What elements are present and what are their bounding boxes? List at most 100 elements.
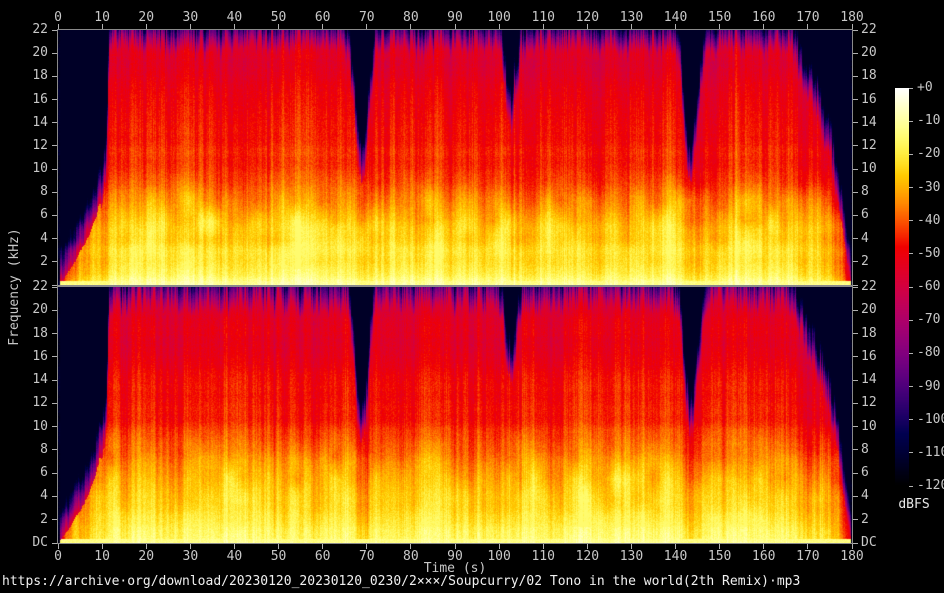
time-tick (542, 24, 544, 29)
time-tick-label: 80 (403, 549, 419, 564)
time-tick-label: 110 (531, 10, 555, 25)
freq-tick-label: 8 (861, 184, 869, 200)
freq-tick-label: 22 (32, 22, 48, 37)
time-tick (410, 24, 412, 29)
time-tick-label: 120 (575, 549, 600, 564)
colorbar-tick (909, 386, 913, 387)
time-tick (851, 544, 853, 549)
time-tick (498, 544, 500, 549)
freq-tick (52, 472, 57, 474)
time-tick-label: 30 (182, 10, 199, 25)
time-tick-label: 90 (447, 549, 463, 564)
freq-tick (52, 145, 57, 147)
freq-tick-label: 2 (861, 511, 869, 527)
freq-tick-label: 8 (40, 184, 48, 200)
colorbar-tick-label: -30 (917, 179, 941, 195)
freq-tick-label: 8 (861, 441, 869, 457)
freq-tick-label: 12 (32, 395, 48, 411)
freq-tick-label: 18 (861, 68, 877, 84)
freq-tick-label: 4 (40, 488, 48, 504)
colorbar-tick-label: -60 (917, 279, 941, 294)
freq-tick-label: 20 (861, 302, 877, 318)
freq-tick-label: 10 (861, 418, 877, 434)
freq-tick-label: 20 (32, 302, 48, 318)
time-tick (763, 24, 765, 29)
time-tick-label: 160 (752, 10, 776, 25)
freq-tick-label: 16 (32, 348, 48, 364)
freq-tick (853, 379, 858, 381)
freq-tick-label: 22 (32, 279, 48, 294)
freq-tick (52, 379, 57, 381)
freq-tick (52, 75, 57, 77)
time-tick-label: 30 (182, 549, 199, 564)
time-tick-label: 40 (226, 10, 243, 25)
freq-tick-label: 14 (861, 372, 877, 388)
freq-tick-label: 4 (861, 488, 869, 504)
freq-tick-label: 16 (861, 91, 877, 107)
colorbar-label: dBFS (898, 497, 930, 512)
spectrogram-channel-left (58, 30, 852, 285)
time-tick-label: 60 (314, 549, 331, 564)
time-tick-label: 70 (358, 10, 375, 25)
freq-tick-label: 4 (861, 230, 869, 246)
freq-tick (853, 472, 858, 474)
freq-tick-label: 6 (861, 207, 869, 223)
colorbar-tick-label: -90 (917, 378, 941, 394)
colorbar-tick (909, 253, 913, 255)
freq-tick (52, 284, 57, 286)
freq-tick-label: 16 (32, 91, 48, 107)
freq-tick (853, 402, 858, 404)
time-tick-label: 100 (487, 10, 511, 25)
freq-tick-label: 4 (40, 230, 48, 246)
freq-tick (853, 122, 858, 124)
freq-tick (853, 75, 858, 77)
freq-tick-label: 14 (32, 372, 48, 388)
freq-tick (52, 238, 57, 240)
freq-tick-label: 10 (32, 418, 48, 434)
time-tick-label: 40 (226, 549, 243, 564)
freq-tick (52, 261, 57, 263)
freq-tick-label: 12 (861, 395, 877, 411)
footer-url: https://archive·org/download/20230120_20… (2, 574, 801, 589)
time-tick (101, 24, 103, 29)
freq-tick (853, 52, 858, 54)
time-tick-label: 170 (796, 10, 820, 25)
freq-tick (853, 284, 858, 286)
time-tick (851, 24, 853, 29)
time-tick (57, 544, 59, 549)
time-tick-label: 100 (487, 549, 511, 564)
colorbar-tick-label: -40 (917, 212, 941, 228)
freq-tick (853, 29, 858, 31)
time-tick-label: 60 (314, 10, 331, 25)
freq-tick-label: 14 (32, 114, 48, 130)
freq-tick-label: 12 (861, 137, 877, 153)
freq-tick-label: 6 (861, 465, 869, 481)
freq-tick (853, 191, 858, 193)
freq-tick-label: DC (32, 535, 48, 550)
freq-tick (853, 333, 858, 335)
freq-tick-label: 20 (32, 45, 48, 61)
freq-tick (52, 309, 57, 311)
colorbar-tick (909, 87, 913, 89)
time-tick-label: 140 (663, 10, 688, 25)
colorbar-tick (909, 120, 913, 122)
time-tick (719, 24, 721, 29)
freq-tick-label: 22 (861, 279, 877, 294)
colorbar-tick-label: -50 (917, 245, 941, 261)
time-tick (410, 544, 412, 549)
time-tick-label: 130 (619, 549, 644, 564)
time-tick (586, 544, 588, 549)
time-tick-label: 180 (840, 549, 864, 564)
colorbar-tick (909, 352, 913, 354)
time-tick (189, 544, 191, 549)
colorbar-tick-label: -120 (917, 478, 944, 493)
colorbar-tick-label: -10 (917, 113, 941, 129)
colorbar-tick (909, 220, 913, 222)
time-tick-label: 140 (663, 549, 688, 564)
colorbar-tick-label: +0 (917, 80, 933, 95)
colorbar-tick (909, 452, 913, 454)
freq-tick (52, 29, 57, 31)
freq-tick (853, 261, 858, 263)
freq-tick (853, 145, 858, 147)
